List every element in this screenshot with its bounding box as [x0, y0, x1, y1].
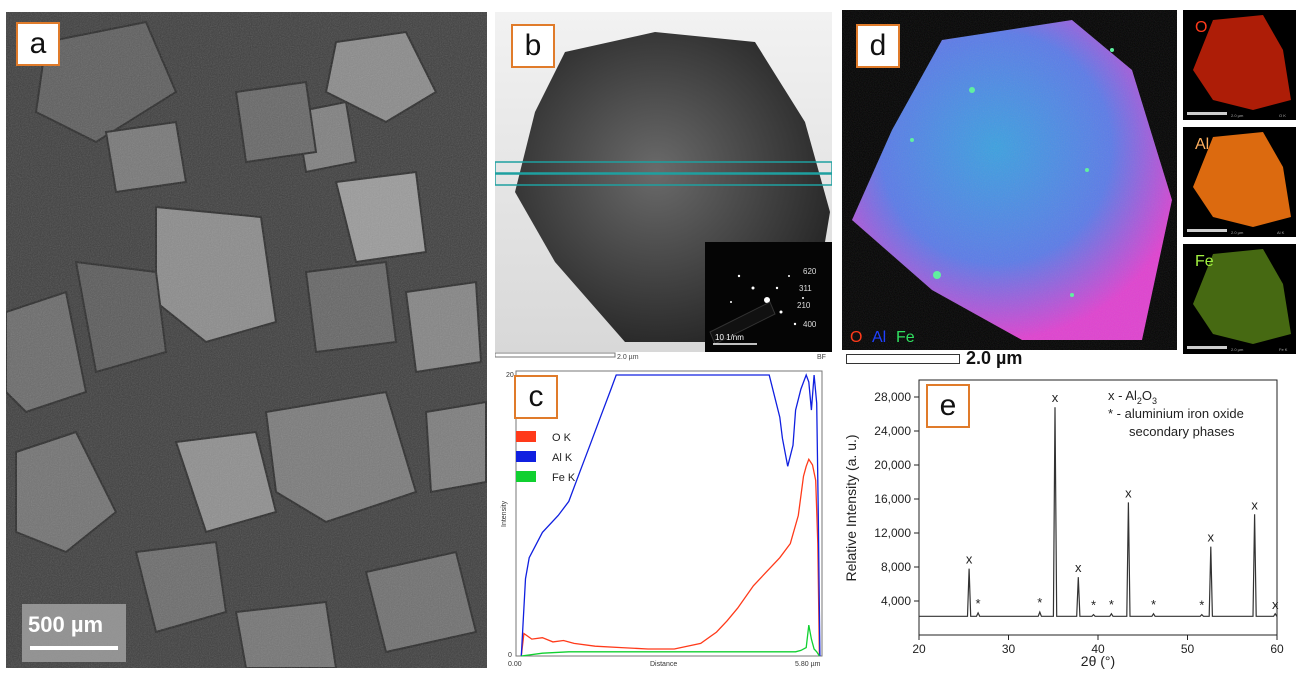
- composite-label-o: O: [850, 329, 862, 346]
- peak-marker-secondary: *: [976, 596, 981, 611]
- peak-marker-al2o3: x: [1052, 390, 1059, 405]
- panel-d-scale-line: [846, 354, 960, 364]
- xrd-x-axis-title: 2θ (°): [1081, 653, 1115, 669]
- line-scan-series: [520, 373, 821, 657]
- x-min-label: 0.00: [508, 661, 522, 668]
- map-fe: Fe 2.0 µm Fe K: [1183, 244, 1296, 354]
- map-o-image: O 2.0 µm O K: [1187, 15, 1291, 118]
- x-tick-label: 30: [1002, 642, 1016, 656]
- xrd-peak-markers: x * * x x * * x * * x x x: [966, 390, 1279, 612]
- ring-label-311: 311: [799, 284, 812, 293]
- legend-label-al: Al K: [552, 452, 573, 464]
- series-fe-k-line: [521, 624, 820, 657]
- peak-marker-secondary: *: [1037, 595, 1042, 610]
- peak-marker-secondary: *: [1151, 597, 1156, 612]
- y-tick-label: 12,000: [874, 526, 911, 540]
- x-tick-label: 20: [912, 642, 926, 656]
- composite-label-al: Al: [872, 329, 886, 346]
- map-al-scale: 2.0 µm: [1231, 230, 1244, 235]
- x-tick-label: 40: [1091, 642, 1105, 656]
- panel-d-scale-text: 2.0 µm: [966, 348, 1023, 368]
- series-o-k-line: [520, 457, 821, 657]
- xrd-axis-ticks: 20 30 40 50 60 4,000 8,000 12,000 16,000 20,000 24…: [874, 390, 1284, 656]
- panel-b-label: b: [511, 24, 555, 68]
- diffraction-inset: 620 311 210 400 10 1/nm: [705, 242, 832, 352]
- peak-marker-secondary: *: [1091, 598, 1096, 613]
- y-tick-label: 8,000: [881, 560, 911, 574]
- map-fe-image: Fe 2.0 µm Fe K: [1187, 249, 1291, 352]
- panel-b-tem: 620 311 210 400 10 1/nm 2.0 µm BF b: [494, 12, 833, 362]
- panel-a-label: a: [16, 22, 60, 66]
- y-min-label: 0: [508, 652, 512, 659]
- panel-b-scale-line: [494, 352, 616, 358]
- panel-c-line-scan: 20 0 Intensity Distance 0.00 5.80 µm O K…: [500, 365, 832, 668]
- map-o-element: O: [1195, 19, 1207, 36]
- peak-marker-secondary: *: [1199, 598, 1204, 613]
- panel-a-sem-image: a 500 µm: [5, 12, 487, 669]
- panel-e-label: e: [926, 384, 970, 428]
- peak-marker-al2o3: x: [1075, 560, 1082, 575]
- y-tick-label: 24,000: [874, 424, 911, 438]
- map-o-scale: 2.0 µm: [1231, 113, 1244, 118]
- peak-marker-al2o3: x: [1208, 530, 1215, 545]
- map-o: O 2.0 µm O K: [1183, 10, 1296, 120]
- ring-label-400: 400: [803, 320, 817, 329]
- xrd-legend-x: x - Al2O3: [1108, 388, 1157, 406]
- map-al-image: Al 2.0 µm Al K: [1187, 132, 1291, 235]
- peak-marker-al2o3: x: [1251, 497, 1258, 512]
- composite-label-fe: Fe: [896, 329, 915, 346]
- panel-c-label: c: [514, 375, 558, 419]
- y-max-label: 20: [506, 372, 514, 379]
- map-al-line: Al K: [1277, 230, 1285, 235]
- x-axis-title: Distance: [650, 661, 677, 668]
- legend-swatch-o: [516, 431, 536, 442]
- panel-b-bf-text: BF: [817, 354, 826, 361]
- ring-label-210: 210: [797, 301, 811, 310]
- xrd-chart: 20 30 40 50 60 4,000 8,000 12,000 16,000 20,000 24…: [843, 379, 1284, 669]
- map-o-line: O K: [1279, 113, 1286, 118]
- map-fe-scale: 2.0 µm: [1231, 347, 1244, 352]
- xrd-legend-star-2: secondary phases: [1129, 424, 1235, 439]
- panel-b-scale-text: 2.0 µm: [617, 354, 639, 361]
- sem-micrograph: [5, 12, 487, 669]
- panel-e-xrd: 20 30 40 50 60 4,000 8,000 12,000 16,000 20,000 24…: [840, 362, 1296, 670]
- legend-swatch-al: [516, 451, 536, 462]
- y-tick-label: 20,000: [874, 458, 911, 472]
- panel-a-scale-line: [30, 646, 118, 650]
- diffraction-scale-text: 10 1/nm: [715, 333, 744, 342]
- panel-d-eds-map: O Al Fe d 2.0 µm: [842, 10, 1177, 368]
- legend-swatch-fe: [516, 471, 536, 482]
- peak-marker-secondary: *: [1109, 597, 1114, 612]
- xrd-legend-star-1: * - aluminium iron oxide: [1108, 406, 1244, 421]
- y-tick-label: 4,000: [881, 594, 911, 608]
- panel-a-scale-bar: 500 µm: [22, 604, 126, 662]
- x-tick-label: 50: [1181, 642, 1195, 656]
- panel-a-scale-text: 500 µm: [28, 612, 104, 637]
- peak-marker-al2o3: x: [1272, 597, 1279, 612]
- y-tick-label: 16,000: [874, 492, 911, 506]
- x-tick-label: 60: [1270, 642, 1284, 656]
- map-fe-element: Fe: [1195, 253, 1214, 270]
- xrd-legend: x - Al2O3 * - aluminium iron oxide secon…: [1108, 388, 1244, 439]
- panel-d-label: d: [856, 24, 900, 68]
- xrd-y-axis-title: Relative Intensity (a. u.): [843, 434, 859, 581]
- x-max-label: 5.80 µm: [795, 661, 821, 668]
- map-al-element: Al: [1195, 136, 1209, 153]
- tem-bright-field-image: 620 311 210 400 10 1/nm 2.0 µm BF: [494, 12, 833, 361]
- y-tick-label: 28,000: [874, 390, 911, 404]
- peak-marker-al2o3: x: [1125, 485, 1132, 500]
- xrd-pattern-line: [919, 407, 1278, 617]
- ring-label-620: 620: [803, 267, 817, 276]
- line-scan-chart: 20 0 Intensity Distance 0.00 5.80 µm O K…: [501, 370, 823, 668]
- map-fe-line: Fe K: [1279, 347, 1288, 352]
- series-al-k-line: [520, 373, 821, 657]
- map-al: Al 2.0 µm Al K: [1183, 127, 1296, 237]
- legend-label-fe: Fe K: [552, 472, 576, 484]
- legend-label-o: O K: [552, 432, 572, 444]
- line-scan-legend: O K Al K Fe K: [516, 431, 576, 484]
- xrd-plot-area: [918, 379, 1278, 636]
- line-scan-plot-area: [515, 370, 823, 657]
- peak-marker-al2o3: x: [966, 552, 973, 567]
- y-axis-title: Intensity: [501, 500, 508, 527]
